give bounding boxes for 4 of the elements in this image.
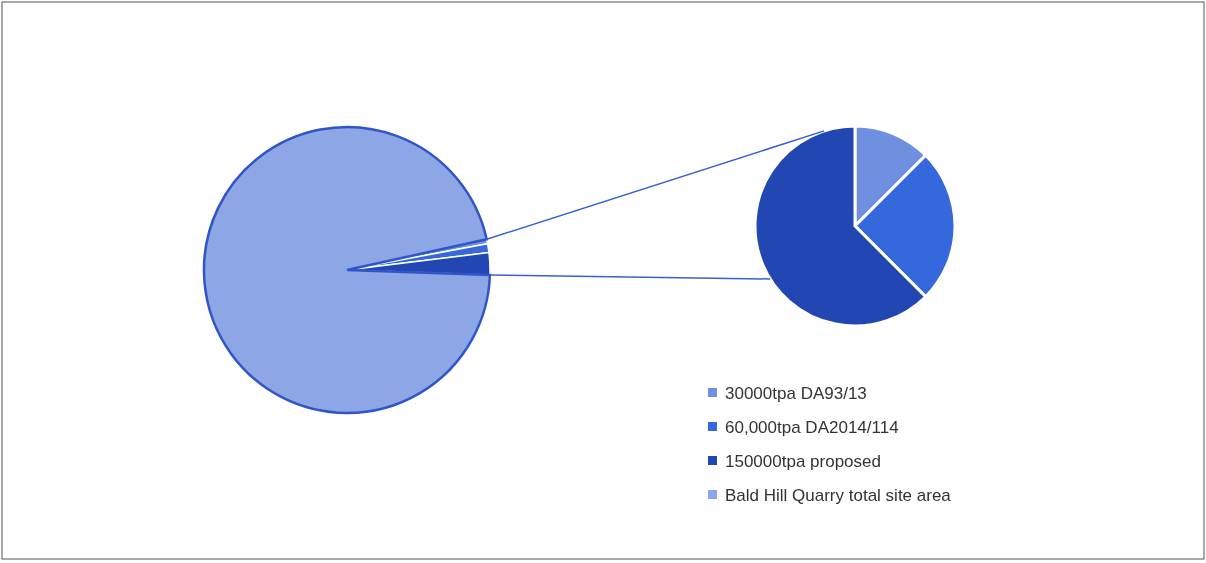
legend-label: 30000tpa DA93/13 [725,383,867,403]
legend-label: 60,000tpa DA2014/114 [725,417,899,437]
legend-label: 150000tpa proposed [725,451,881,471]
legend-label: Bald Hill Quarry total site area [725,485,952,505]
